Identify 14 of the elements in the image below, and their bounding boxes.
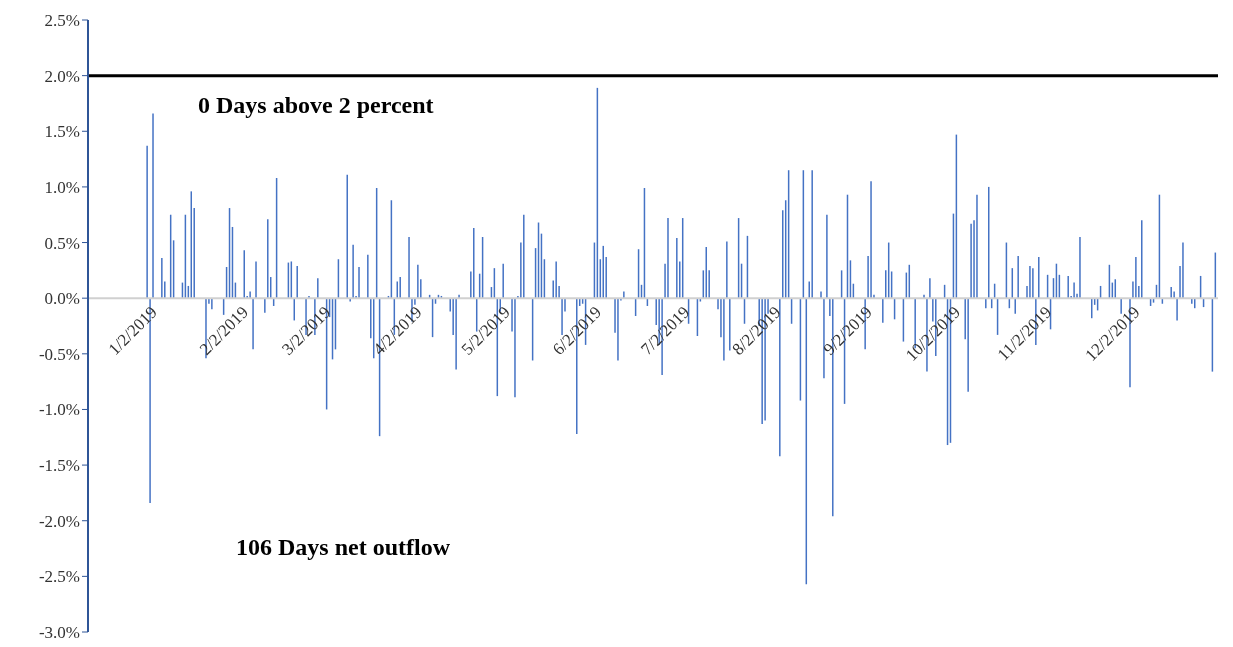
- y-tick-label: -3.0%: [38, 623, 80, 643]
- y-tick-label: 2.0%: [44, 66, 80, 86]
- y-tick-label: -0.5%: [38, 344, 80, 364]
- annotation: 0 Days above 2 percent: [198, 92, 434, 119]
- y-tick-label: 1.0%: [44, 177, 80, 197]
- y-tick-label: -2.5%: [38, 567, 80, 587]
- y-tick-label: 1.5%: [44, 122, 80, 142]
- y-tick-label: 0.0%: [44, 289, 80, 309]
- y-tick-label: 0.5%: [44, 233, 80, 253]
- annotation: 106 Days net outflow: [236, 534, 450, 561]
- y-tick-label: -1.0%: [38, 400, 80, 420]
- y-tick-label: -1.5%: [38, 456, 80, 476]
- y-tick-label: 2.5%: [44, 11, 80, 31]
- y-tick-label: -2.0%: [38, 511, 80, 531]
